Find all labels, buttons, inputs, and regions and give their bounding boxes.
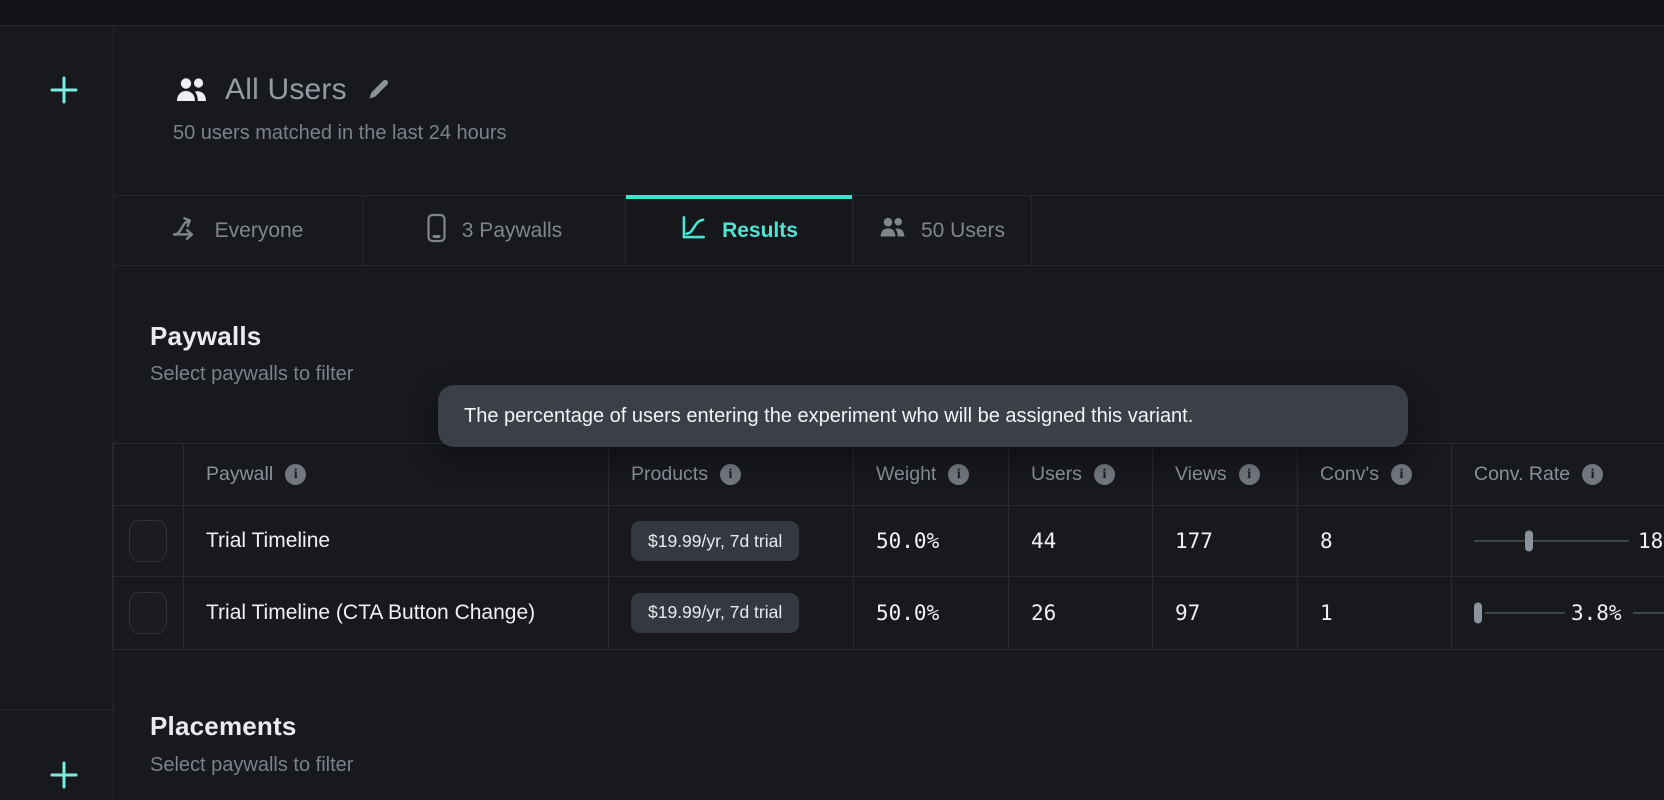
users-icon (175, 76, 208, 104)
table-row-1-products-cell: $19.99/yr, 7d trial (609, 506, 854, 577)
weight-tooltip: The percentage of users entering the exp… (438, 385, 1408, 447)
paywall-name: Trial Timeline (206, 529, 331, 552)
table-row-1-paywall-cell: Trial Timeline (184, 506, 609, 577)
column-header-conv-rate: Conv. Rate i (1452, 444, 1664, 506)
table-row-2-convs-cell: 1 (1298, 577, 1452, 648)
conv-rate-value: 18.2% (1638, 529, 1664, 553)
tab-label: Everyone (214, 218, 304, 242)
tab-bar: Everyone 3 Paywalls Results (113, 195, 1664, 266)
table-row-2-users-cell: 26 (1009, 577, 1153, 648)
add-audience-button[interactable] (49, 75, 79, 105)
table-row-1-conv-rate-cell: 18.2% (1452, 506, 1664, 577)
row-checkbox[interactable] (129, 520, 167, 562)
info-icon[interactable]: i (948, 464, 970, 485)
placements-section-title: Placements (150, 711, 297, 741)
audience-header: All Users (175, 68, 392, 112)
users-icon (879, 216, 906, 245)
conv-rate-slider-thumb[interactable] (1474, 602, 1482, 623)
split-arrow-icon (172, 216, 200, 246)
weight-value: 50.0% (876, 600, 940, 625)
top-bar (0, 0, 1664, 26)
sidebar-section-divider (0, 709, 113, 710)
weight-value: 50.0% (876, 529, 940, 553)
tab-results[interactable]: Results (626, 195, 853, 265)
users-value: 26 (1031, 600, 1057, 625)
column-label: Views (1175, 463, 1227, 485)
select-all-header-cell (113, 444, 184, 506)
info-icon[interactable]: i (1093, 464, 1115, 485)
table-row-2-products-cell: $19.99/yr, 7d trial (609, 577, 854, 648)
table-row-1-views-cell: 177 (1153, 506, 1298, 577)
conv-rate-track (1474, 540, 1629, 542)
column-header-convs: Conv's i (1298, 444, 1452, 506)
paywall-name: Trial Timeline (CTA Button Change) (206, 600, 536, 624)
tab-label: Results (722, 218, 798, 242)
column-label: Conv's (1320, 463, 1379, 485)
product-chip[interactable]: $19.99/yr, 7d trial (631, 592, 800, 633)
tab-label: 50 Users (920, 218, 1006, 242)
column-header-products: Products i (609, 444, 854, 506)
plus-icon (49, 75, 79, 105)
column-header-views: Views i (1153, 444, 1298, 506)
column-label: Weight (876, 463, 937, 485)
chart-line-icon (680, 214, 707, 247)
conv-rate-track (1485, 611, 1565, 614)
views-value: 97 (1175, 600, 1201, 625)
pencil-icon (366, 76, 392, 105)
column-header-weight: Weight i (854, 444, 1009, 506)
table-row-1-users-cell: 44 (1009, 506, 1153, 577)
table-row-1-weight-cell: 50.0% (854, 506, 1009, 577)
table-row-1-checkbox-cell (113, 506, 184, 577)
matched-users-subtitle: 50 users matched in the last 24 hours (173, 122, 507, 144)
users-value: 44 (1031, 529, 1057, 553)
paywalls-section-title: Paywalls (150, 321, 262, 351)
conv-rate-track (1633, 611, 1664, 614)
tab-label: 3 Paywalls (461, 218, 563, 242)
info-icon[interactable]: i (285, 464, 307, 485)
column-label: Products (631, 463, 708, 485)
tooltip-text: The percentage of users entering the exp… (464, 404, 1194, 427)
table-row-2-views-cell: 97 (1153, 577, 1298, 648)
product-chip[interactable]: $19.99/yr, 7d trial (631, 521, 800, 561)
info-icon[interactable]: i (1582, 464, 1604, 485)
page-title: All Users (225, 73, 347, 106)
placements-section-subtitle: Select paywalls to filter (150, 754, 354, 776)
table-row-1-convs-cell: 8 (1298, 506, 1452, 577)
tab-paywalls[interactable]: 3 Paywalls (363, 196, 626, 265)
paywalls-results-table: Paywall i Products i Weight i Users i Vi… (112, 443, 1664, 650)
info-icon[interactable]: i (1391, 464, 1412, 485)
convs-value: 8 (1320, 529, 1333, 553)
table-row-2-paywall-cell: Trial Timeline (CTA Button Change) (184, 577, 609, 648)
column-label: Paywall (206, 463, 274, 485)
paywalls-section-subtitle: Select paywalls to filter (150, 363, 354, 385)
row-checkbox[interactable] (129, 591, 167, 634)
column-header-paywall: Paywall i (184, 444, 609, 506)
column-label: Conv. Rate (1474, 463, 1571, 485)
sidebar-divider (113, 26, 114, 800)
phone-icon (426, 213, 447, 249)
column-label: Users (1031, 463, 1082, 485)
views-value: 177 (1175, 529, 1213, 553)
edit-name-button[interactable] (366, 76, 392, 105)
info-icon[interactable]: i (719, 464, 741, 485)
column-header-users: Users i (1009, 444, 1153, 506)
table-row-2-checkbox-cell (113, 577, 184, 648)
conv-rate-value: 3.8% (1571, 600, 1622, 625)
tab-everyone[interactable]: Everyone (113, 196, 363, 265)
table-row-2-weight-cell: 50.0% (854, 577, 1009, 648)
conv-rate-slider-thumb[interactable] (1525, 530, 1533, 552)
add-filter-button[interactable] (49, 760, 79, 790)
tab-users[interactable]: 50 Users (853, 196, 1032, 265)
table-row-2-conv-rate-cell: 3.8% (1452, 577, 1664, 648)
info-icon[interactable]: i (1238, 464, 1260, 485)
plus-icon (49, 760, 79, 790)
convs-value: 1 (1320, 600, 1333, 625)
